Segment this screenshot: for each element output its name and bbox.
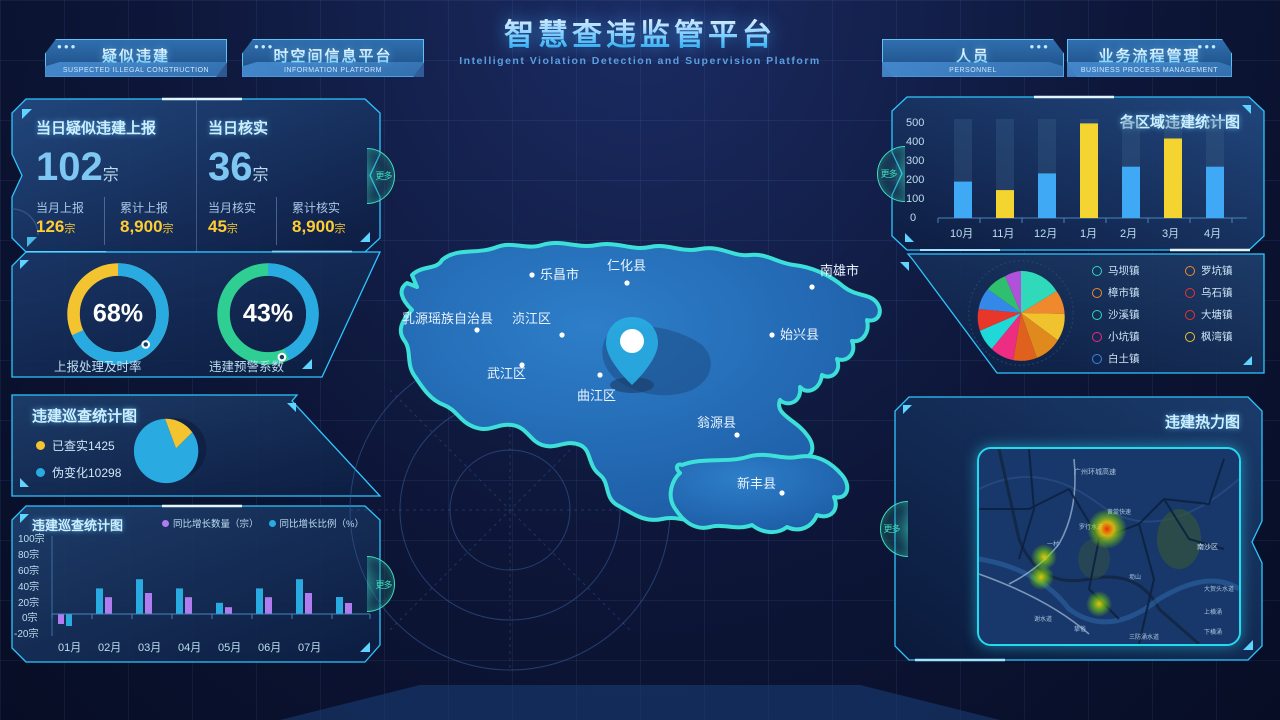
svg-text:乳源瑶族自治县: 乳源瑶族自治县 bbox=[402, 311, 493, 326]
svg-text:挚俗: 挚俗 bbox=[1074, 625, 1086, 633]
svg-text:南沙区: 南沙区 bbox=[1197, 542, 1218, 551]
svg-text:上横涌: 上横涌 bbox=[1204, 608, 1222, 616]
svg-text:南雄市: 南雄市 bbox=[820, 263, 859, 278]
svg-text:68%: 68% bbox=[93, 300, 143, 328]
svg-text:43%: 43% bbox=[243, 300, 293, 328]
svg-text:武江区: 武江区 bbox=[487, 366, 526, 381]
svg-text:始兴县: 始兴县 bbox=[780, 327, 819, 342]
svg-text:坜山: 坜山 bbox=[1129, 573, 1141, 581]
svg-text:曲江区: 曲江区 bbox=[577, 388, 616, 403]
svg-text:大贺头水道: 大贺头水道 bbox=[1204, 585, 1234, 593]
svg-text:下横涌: 下横涌 bbox=[1204, 628, 1222, 636]
svg-text:三防涌水道: 三防涌水道 bbox=[1129, 633, 1159, 641]
svg-text:谢水道: 谢水道 bbox=[1034, 615, 1052, 623]
svg-text:新丰县: 新丰县 bbox=[737, 476, 776, 491]
svg-text:仁化县: 仁化县 bbox=[607, 258, 646, 273]
svg-text:浈江区: 浈江区 bbox=[512, 311, 551, 326]
svg-text:乐昌市: 乐昌市 bbox=[540, 267, 579, 282]
svg-text:广州环城高速: 广州环城高速 bbox=[1074, 467, 1116, 476]
svg-text:翁源县: 翁源县 bbox=[697, 415, 736, 430]
